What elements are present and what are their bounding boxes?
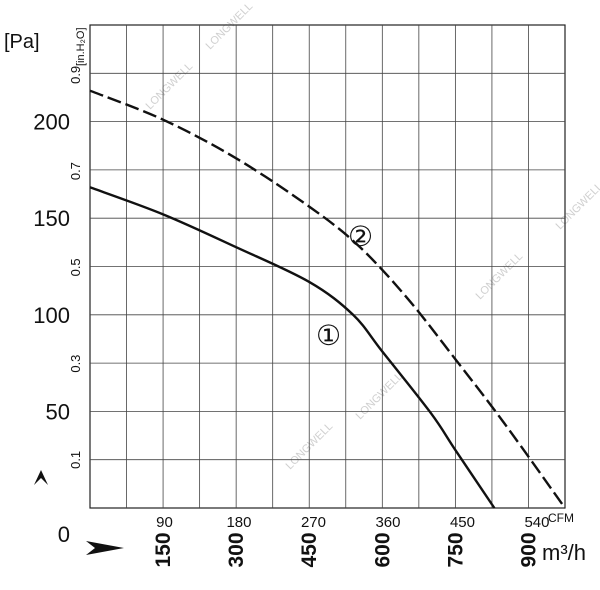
x-secondary-tick-label: 180 — [226, 514, 251, 531]
y-secondary-unit-label: [in.H₂O] — [75, 28, 87, 67]
x-secondary-tick-label: 540 — [524, 514, 549, 531]
y-axis-arrow-icon — [34, 470, 48, 485]
performance-curves: ①② — [89, 89, 566, 509]
x-primary-tick-label: 150 — [152, 532, 175, 567]
x-primary-tick-label: 600 — [371, 532, 394, 567]
y-secondary-tick-label: 0.9 — [68, 66, 83, 84]
y-secondary-tick-label: 0.7 — [68, 162, 83, 180]
y-primary-tick-label: 100 — [33, 303, 70, 328]
chart-grid — [89, 24, 566, 509]
x-primary-tick-label: 750 — [444, 532, 467, 567]
x-primary-tick-label: 450 — [298, 532, 321, 567]
watermark-text: LONGWELL — [144, 60, 196, 112]
x-primary-unit-label: m³/h — [542, 540, 586, 565]
y-primary-tick-label: 0 — [58, 522, 70, 547]
y-secondary-tick-label: 0.3 — [68, 355, 83, 373]
x-secondary-tick-label: 90 — [156, 514, 173, 531]
y-primary-tick-label: 50 — [46, 399, 70, 424]
x-primary-tick-label: 900 — [517, 532, 540, 567]
y-secondary-tick-label: 0.5 — [68, 258, 83, 276]
watermark-text: LONGWELL — [204, 0, 256, 52]
x-secondary-tick-label: 270 — [301, 514, 326, 531]
series-label-1: ① — [316, 319, 341, 352]
x-secondary-tick-label: 450 — [450, 514, 475, 531]
x-primary-tick-label: 300 — [225, 532, 248, 567]
x-secondary-unit-label: CFM — [548, 511, 574, 525]
y-primary-tick-label: 200 — [33, 110, 70, 135]
series-line-1 — [89, 186, 496, 509]
watermark-text: LONGWELL — [474, 250, 526, 302]
watermark-text: LONGWELL — [354, 370, 406, 422]
y-primary-unit-label: [Pa] — [4, 31, 40, 53]
watermark-text: LONGWELL — [554, 180, 600, 232]
series-label-2: ② — [348, 220, 373, 253]
x-axis-arrow-icon — [86, 541, 124, 555]
x-secondary-tick-label: 360 — [375, 514, 400, 531]
axis-labels: 0 50 100 150 200 0.1 0.3 0.5 0.7 0.9 90 180 270 360 45… — [33, 66, 549, 568]
series-line-2 — [89, 89, 566, 509]
y-secondary-tick-label: 0.1 — [68, 451, 83, 469]
y-primary-tick-label: 150 — [33, 206, 70, 231]
